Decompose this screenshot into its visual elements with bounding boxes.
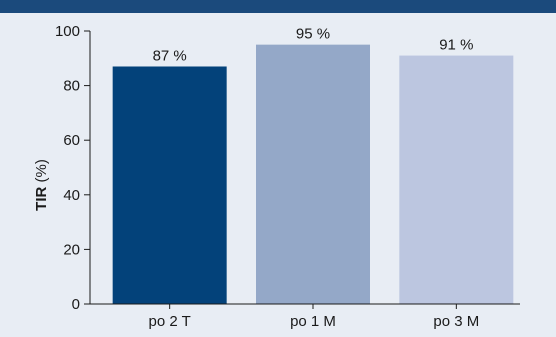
- x-tick-label: po 3 M: [433, 313, 479, 330]
- bar: [112, 66, 227, 305]
- y-tick-label: 40: [63, 187, 80, 204]
- y-axis-title: TIR (%): [33, 159, 50, 211]
- data-label: 95 %: [296, 26, 330, 43]
- data-label: 91 %: [439, 37, 473, 54]
- x-ticks-group: po 2 T po 1 M po 3 M: [149, 304, 479, 330]
- y-tick-label: 100: [55, 23, 80, 40]
- axes-group: [89, 31, 520, 305]
- y-axis-title-bold: TIR: [33, 187, 50, 211]
- bar: [399, 55, 514, 304]
- y-tick-label: 80: [63, 78, 80, 95]
- y-tick-label: 20: [63, 241, 80, 258]
- data-label: 87 %: [153, 47, 187, 64]
- header-band: [0, 0, 556, 13]
- bars-group: [112, 44, 514, 305]
- y-ticks-group: 0 20 40 60 80 100: [55, 23, 90, 313]
- x-tick-label: po 2 T: [149, 313, 191, 330]
- bar: [256, 44, 370, 305]
- y-axis-title-unit: (%): [33, 159, 50, 187]
- y-tick-label: 0: [72, 296, 80, 313]
- y-tick-label: 60: [63, 132, 80, 149]
- data-labels-group: 87 % 95 % 91 %: [153, 26, 474, 65]
- x-tick-label: po 1 M: [290, 313, 336, 330]
